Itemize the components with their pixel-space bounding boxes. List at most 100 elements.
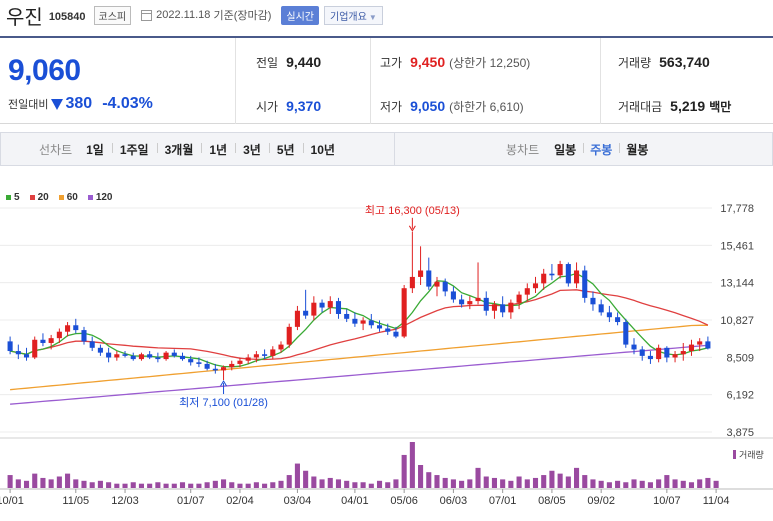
- candle-body: [565, 264, 571, 284]
- candle-body: [368, 320, 374, 326]
- volume-bar: [122, 483, 128, 488]
- volume-bar: [155, 482, 161, 488]
- candle-chart-label: 봉차트: [506, 142, 540, 157]
- candle-body: [352, 318, 358, 324]
- volume-bar: [147, 483, 153, 488]
- legend-swatch: [87, 195, 93, 200]
- volume-bar: [442, 477, 448, 488]
- volume-bar: [188, 483, 194, 488]
- candle-body: [270, 349, 276, 356]
- volume-bar: [327, 477, 333, 488]
- x-tick-label: 10/01: [0, 495, 24, 507]
- x-tick-label: 03/04: [284, 495, 312, 507]
- change-label: 전일대비: [8, 99, 49, 111]
- volume-bar: [212, 480, 218, 488]
- candle-body: [623, 322, 629, 345]
- candle-body: [541, 273, 547, 284]
- volume-bar: [221, 479, 227, 488]
- volume-bar: [574, 467, 580, 488]
- candle-body: [590, 297, 596, 305]
- y-tick-label: 15,461: [720, 240, 754, 252]
- candle-body: [303, 310, 309, 316]
- candle-body: [97, 347, 103, 353]
- candle-body: [697, 341, 703, 345]
- high-cell: 고가 9,450 (상한가 12,250): [380, 54, 530, 71]
- candle-body: [147, 354, 153, 358]
- candle-body: [196, 362, 202, 364]
- candle-body: [89, 341, 95, 348]
- volume-bar: [664, 475, 670, 488]
- period-3y[interactable]: 3년: [235, 141, 269, 158]
- prev-close-value: 9,440: [286, 54, 322, 70]
- candle-body: [549, 273, 555, 276]
- period-5y[interactable]: 5년: [268, 141, 303, 158]
- candle-body: [680, 351, 686, 355]
- ma60-line: [10, 324, 708, 391]
- period-1d[interactable]: 1일: [86, 142, 104, 157]
- volume-bar: [65, 473, 71, 488]
- ma120-line: [10, 344, 708, 405]
- y-tick-label: 17,778: [720, 203, 754, 215]
- volume-bar: [344, 480, 350, 488]
- x-tick-label: 05/06: [390, 495, 418, 507]
- volume-bar: [656, 479, 662, 488]
- volume-bar: [606, 482, 612, 488]
- date-value: 2022.11.18: [156, 9, 211, 21]
- candle-body: [122, 354, 128, 356]
- current-price-box: 9,060 전일대비 380 -4.03%: [0, 38, 236, 124]
- candle-body: [319, 302, 325, 308]
- prev-close-label: 전일: [256, 56, 279, 70]
- candle-body: [475, 297, 481, 302]
- divider: [394, 133, 395, 165]
- high-arrow-head: [408, 225, 416, 232]
- x-tick-label: 01/07: [177, 495, 205, 507]
- candle-body: [245, 357, 251, 361]
- volume-bar: [278, 480, 284, 488]
- volume-bar: [196, 483, 202, 488]
- legend-swatch: [6, 195, 11, 200]
- candle-weekly[interactable]: 주봉: [583, 141, 619, 158]
- candle-body: [639, 349, 645, 356]
- period-1w[interactable]: 1주일: [111, 141, 157, 158]
- divider: [370, 38, 371, 124]
- volume-bar: [73, 479, 79, 488]
- candle-body: [114, 354, 120, 358]
- volume-bar: [130, 482, 136, 488]
- candle-body: [467, 301, 473, 305]
- candle-body: [516, 294, 522, 303]
- period-1y[interactable]: 1년: [201, 141, 235, 158]
- line-chart-label: 선차트: [39, 142, 73, 157]
- volume-bar: [352, 482, 358, 488]
- volume-bar: [401, 454, 407, 488]
- upper-limit: (상한가 12,250): [449, 56, 531, 70]
- company-overview-dropdown[interactable]: 기업개요 ▼: [324, 5, 383, 25]
- volume-bar: [179, 482, 186, 488]
- volume-bar: [500, 479, 506, 488]
- legend-item-ma20: 20: [29, 192, 49, 203]
- realtime-button[interactable]: 실시간: [281, 5, 319, 25]
- candle-body: [262, 354, 268, 356]
- current-price: 9,060: [8, 54, 81, 87]
- y-tick-label: 13,144: [720, 278, 754, 290]
- ma5-line: [9, 272, 709, 368]
- candle-body: [532, 283, 539, 289]
- x-tick-label: 08/05: [538, 495, 566, 507]
- candle-body: [138, 354, 144, 360]
- high-value: 9,450: [410, 54, 446, 70]
- volume-bar: [360, 482, 366, 488]
- date-info: 2022.11.18 기준(장마감): [141, 7, 271, 23]
- period-3m[interactable]: 3개월: [156, 141, 202, 158]
- price-chart: 17,778 15,461 13,144 10,827 8,509 6,192 3,875 1…: [0, 203, 773, 507]
- market-badge: 코스피: [93, 5, 132, 25]
- volume-bar: [262, 483, 268, 488]
- volume-bar: [672, 479, 678, 488]
- candle-monthly[interactable]: 월봉: [619, 141, 655, 158]
- legend-swatch: [29, 195, 35, 200]
- candle-body: [582, 270, 588, 298]
- candle-body: [32, 339, 38, 358]
- candle-daily[interactable]: 일봉: [554, 142, 577, 157]
- volume-bar: [15, 479, 21, 488]
- candle-type-selector: 봉차트 일봉 주봉 월봉: [506, 133, 655, 165]
- x-tick-label: 02/04: [226, 495, 254, 507]
- period-10y[interactable]: 10년: [302, 141, 343, 158]
